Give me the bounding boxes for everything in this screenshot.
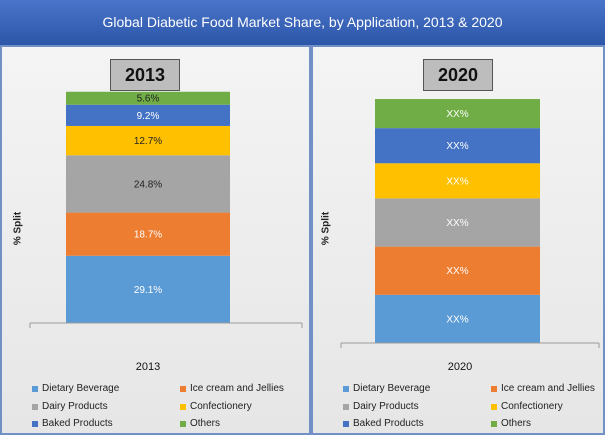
legend-item: Confectionery [491, 401, 563, 412]
data-label: 29.1% [134, 285, 162, 296]
legend-item: Others [180, 418, 220, 429]
legend-label: Dietary Beverage [42, 383, 120, 394]
bar-segment-dietary-beverage [66, 255, 230, 323]
year-box-2020: 2020 [423, 59, 493, 91]
data-label: XX% [446, 141, 468, 152]
legend-swatch [343, 420, 349, 427]
legend-label: Dairy Products [353, 401, 419, 412]
data-label: XX% [446, 109, 468, 120]
data-label: 12.7% [134, 136, 162, 147]
data-label: 5.6% [137, 94, 160, 105]
data-label: XX% [446, 266, 468, 277]
bar-segment-baked-products [375, 128, 540, 164]
data-label: 9.2% [137, 111, 160, 122]
legend-swatch [491, 403, 497, 410]
legend-label: Ice cream and Jellies [501, 383, 595, 394]
x-tick-label: 2013 [135, 361, 161, 373]
stacked-bar-chart-2013: 29.1% 18.7% 24.8% 12.7% 9.2% 5.6% [29, 91, 303, 328]
bar-segment-dairy-products [375, 198, 540, 247]
legend-label: Dietary Beverage [353, 383, 431, 394]
bar-segment-confectionery [66, 125, 230, 156]
bar-segment-others [375, 99, 540, 129]
legend-item: Others [491, 418, 531, 429]
legend-label: Confectionery [501, 401, 563, 412]
legend-label: Dairy Products [42, 401, 108, 412]
data-label: 24.8% [134, 179, 162, 190]
data-label: XX% [446, 176, 468, 187]
legend-item: Baked Products [32, 418, 113, 429]
legend-label: Baked Products [353, 418, 424, 429]
year-box-2013: 2013 [110, 59, 180, 91]
legend-item: Ice cream and Jellies [491, 383, 595, 394]
bar-segment-others [66, 91, 230, 105]
legend-label: Others [190, 418, 221, 429]
legend-item: Ice cream and Jellies [180, 383, 284, 394]
legend-swatch [32, 420, 38, 427]
legend-swatch [343, 403, 349, 410]
legend-swatch [343, 385, 349, 392]
legend-item: Dietary Beverage [343, 383, 430, 394]
bar-segment-ice-cream-and-jellies [375, 246, 540, 295]
data-label: 18.7% [134, 230, 162, 241]
legend-swatch [32, 403, 38, 410]
legend-swatch [180, 385, 186, 392]
legend-label: Confectionery [190, 401, 252, 412]
bar-segment-dairy-products [66, 155, 230, 213]
legend-swatch [180, 403, 186, 410]
data-label: XX% [446, 218, 468, 229]
legend-item: Dairy Products [343, 401, 419, 412]
legend-item: Dietary Beverage [32, 383, 119, 394]
legend-swatch [491, 385, 497, 392]
legend-swatch [491, 420, 497, 427]
legend-label: Baked Products [42, 418, 113, 429]
legend-item: Dairy Products [32, 401, 108, 412]
x-tick-label: 2020 [447, 361, 473, 373]
legend-item: Baked Products [343, 418, 424, 429]
data-label: XX% [446, 314, 468, 325]
chart-title: Global Diabetic Food Market Share, by Ap… [0, 0, 605, 45]
panel-2020: 2020 % Split XX% XX% XX% XX% XX% XX% 2020 Die… [311, 45, 605, 435]
legend-label: Ice cream and Jellies [190, 383, 284, 394]
bar-segment-ice-cream-and-jellies [66, 212, 230, 256]
stacked-bar-chart-2020: XX% XX% XX% XX% XX% XX% [340, 99, 600, 348]
legend-swatch [32, 385, 38, 392]
legend-item: Confectionery [180, 401, 252, 412]
legend-label: Others [501, 418, 532, 429]
bar-segment-baked-products [66, 104, 230, 126]
panel-2013: 2013 % Split 29.1% 18.7% 24.8% 12.7% 9.2% 5.6… [0, 45, 311, 435]
bar-segment-confectionery [375, 163, 540, 199]
legend-swatch [180, 420, 186, 427]
bar-segment-dietary-beverage [375, 294, 540, 343]
